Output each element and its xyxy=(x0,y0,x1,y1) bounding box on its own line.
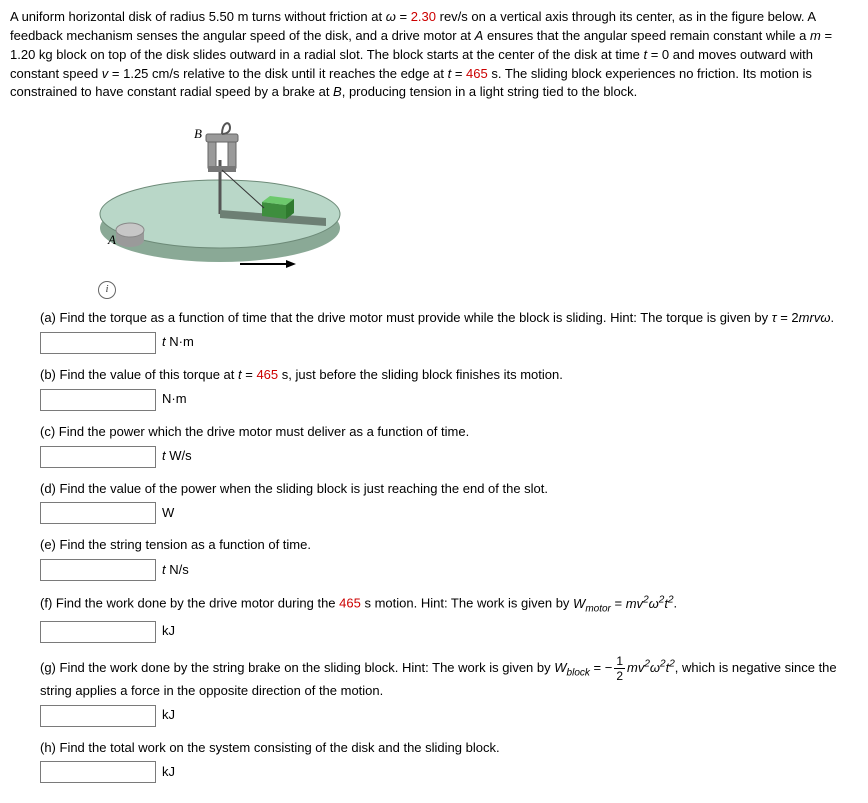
minus: − xyxy=(605,660,613,675)
part-g-input[interactable] xyxy=(40,705,156,727)
motor-label-a: A xyxy=(107,232,116,247)
part-f-input[interactable] xyxy=(40,621,156,643)
part-h-input[interactable] xyxy=(40,761,156,783)
part-e-answer-row: t N/s xyxy=(40,559,858,581)
unit-label: kJ xyxy=(162,763,175,782)
part-g-answer-row: kJ xyxy=(40,705,858,727)
text: (a) Find the torque as a function of tim… xyxy=(40,310,772,325)
text: . xyxy=(674,596,678,611)
formula: mrvω xyxy=(799,310,831,325)
part-b-text: (b) Find the value of this torque at t =… xyxy=(40,366,858,385)
text: (f) Find the work done by the drive moto… xyxy=(40,596,339,611)
t-end-value: 465 xyxy=(466,66,488,81)
t-value: 465 xyxy=(339,596,361,611)
part-f-text: (f) Find the work done by the drive moto… xyxy=(40,593,858,616)
formula: mv2ω2t2 xyxy=(626,596,674,611)
part-e-text: (e) Find the string tension as a functio… xyxy=(40,536,858,555)
problem-statement: A uniform horizontal disk of radius 5.50… xyxy=(10,8,858,102)
text: = 1.25 cm/s relative to the disk until i… xyxy=(108,66,447,81)
part-b-answer-row: N·m xyxy=(40,389,858,411)
text: = xyxy=(396,9,411,24)
text: s, just before the sliding block finishe… xyxy=(278,367,563,382)
text: (b) Find the value of this torque at xyxy=(40,367,238,382)
part-c-text: (c) Find the power which the drive motor… xyxy=(40,423,858,442)
text: ensures that the angular speed remain co… xyxy=(483,28,810,43)
part-e-input[interactable] xyxy=(40,559,156,581)
text: = 2 xyxy=(777,310,799,325)
omega-value: 2.30 xyxy=(411,9,436,24)
formula: mv2ω2t2 xyxy=(627,660,675,675)
figure: A B i xyxy=(70,110,858,299)
text: , producing tension in a light string ti… xyxy=(342,84,638,99)
text: = xyxy=(242,367,257,382)
part-d-text: (d) Find the value of the power when the… xyxy=(40,480,858,499)
w-symbol: Wblock xyxy=(554,660,590,675)
text: . xyxy=(830,310,834,325)
part-c-answer-row: t W/s xyxy=(40,446,858,468)
text: = xyxy=(590,660,605,675)
part-g-text: (g) Find the work done by the string bra… xyxy=(40,655,858,701)
omega-symbol: ω xyxy=(386,9,396,24)
w-symbol: Wmotor xyxy=(573,596,611,611)
label-b: B xyxy=(333,84,342,99)
unit-label: W xyxy=(162,504,174,523)
text: A uniform horizontal disk of radius 5.50… xyxy=(10,9,386,24)
part-c-input[interactable] xyxy=(40,446,156,468)
part-f-answer-row: kJ xyxy=(40,621,858,643)
part-h-text: (h) Find the total work on the system co… xyxy=(40,739,858,758)
brake-assembly xyxy=(206,123,238,172)
sliding-block xyxy=(262,196,294,219)
part-a-answer-row: t N·m xyxy=(40,332,858,354)
unit-label: t W/s xyxy=(162,447,192,466)
unit-label: kJ xyxy=(162,622,175,641)
unit-label: kJ xyxy=(162,706,175,725)
text: = xyxy=(451,66,466,81)
unit-label: t N/s xyxy=(162,561,189,580)
brake-label-b: B xyxy=(194,126,202,141)
text: = xyxy=(611,596,626,611)
t-value: 465 xyxy=(256,367,278,382)
disk-diagram: A B xyxy=(70,110,370,280)
arrow-icon xyxy=(240,260,296,268)
text: (g) Find the work done by the string bra… xyxy=(40,660,554,675)
text: s motion. Hint: The work is given by xyxy=(361,596,573,611)
part-b-input[interactable] xyxy=(40,389,156,411)
part-d-answer-row: W xyxy=(40,502,858,524)
part-h-answer-row: kJ xyxy=(40,761,858,783)
info-icon[interactable]: i xyxy=(98,281,116,299)
part-a-text: (a) Find the torque as a function of tim… xyxy=(40,309,858,328)
m-symbol: m xyxy=(810,28,821,43)
part-a-input[interactable] xyxy=(40,332,156,354)
unit-label: t N·m xyxy=(162,333,194,352)
part-d-input[interactable] xyxy=(40,502,156,524)
fraction: 12 xyxy=(614,655,625,682)
unit-label: N·m xyxy=(162,390,187,409)
